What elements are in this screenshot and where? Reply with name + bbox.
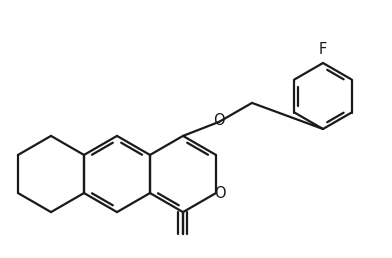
Text: O: O: [214, 186, 226, 200]
Text: F: F: [319, 42, 327, 57]
Text: O: O: [213, 114, 225, 128]
